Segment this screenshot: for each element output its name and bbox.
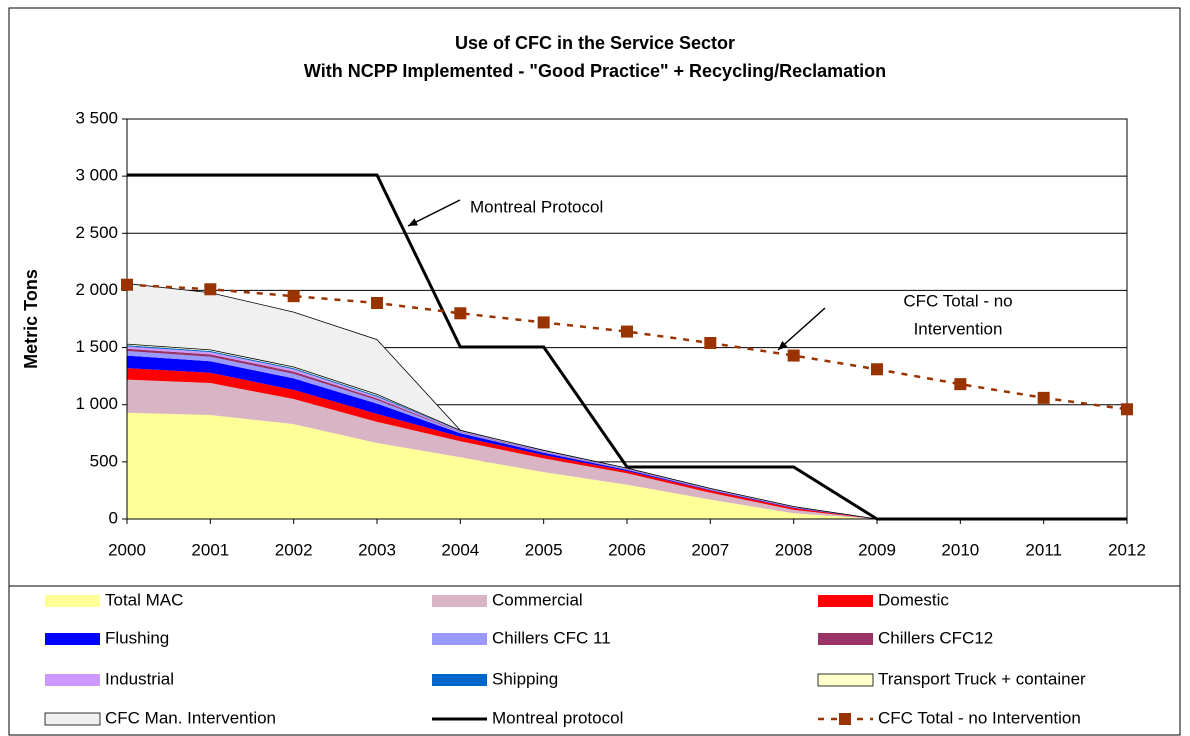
area bbox=[127, 412, 1127, 519]
legend-swatch bbox=[45, 595, 100, 607]
legend-swatch bbox=[432, 633, 487, 645]
marker bbox=[537, 316, 550, 329]
legend-swatch bbox=[432, 674, 487, 686]
chart-subtitle: With NCPP Implemented - "Good Practice" … bbox=[304, 61, 886, 81]
x-tick-label: 2006 bbox=[608, 540, 646, 559]
y-tick-label: 3 500 bbox=[75, 108, 118, 127]
legend-label: Chillers CFC12 bbox=[878, 628, 993, 647]
marker bbox=[121, 278, 133, 291]
chart-title: Use of CFC in the Service Sector bbox=[455, 33, 735, 53]
y-tick-label: 3 000 bbox=[75, 166, 118, 185]
marker bbox=[704, 337, 717, 349]
legend-label: Chillers CFC 11 bbox=[492, 628, 611, 647]
marker bbox=[787, 349, 800, 362]
x-tick-label: 2008 bbox=[775, 540, 813, 559]
y-axis-label: Metric Tons bbox=[21, 269, 41, 369]
x-tick-label: 2011 bbox=[1025, 540, 1062, 559]
line bbox=[127, 173, 1127, 521]
x-tick-label: 2002 bbox=[275, 540, 313, 559]
legend-swatch bbox=[45, 674, 100, 686]
marker bbox=[871, 363, 883, 376]
area bbox=[127, 355, 1127, 519]
x-tick-label: 2009 bbox=[858, 540, 896, 559]
y-tick-label: 1 000 bbox=[75, 394, 118, 413]
marker bbox=[287, 290, 300, 303]
area bbox=[127, 368, 1127, 519]
legend-frame bbox=[8, 585, 1181, 736]
annotation-arrow bbox=[777, 307, 826, 351]
legend-swatch bbox=[432, 595, 487, 607]
legend-marker bbox=[839, 713, 851, 725]
legend-label: Domestic bbox=[878, 590, 949, 609]
x-tick-label: 2010 bbox=[941, 540, 979, 559]
legend-swatch bbox=[818, 633, 873, 645]
legend-label: Shipping bbox=[492, 669, 558, 688]
annotation: Intervention bbox=[914, 319, 1003, 338]
marker bbox=[621, 325, 633, 338]
x-tick-label: 2007 bbox=[691, 540, 729, 559]
y-tick-label: 1 500 bbox=[75, 337, 118, 356]
legend-label: Commercial bbox=[492, 590, 583, 609]
x-tick-label: 2012 bbox=[1108, 540, 1146, 559]
legend-label: Industrial bbox=[105, 669, 174, 688]
x-tick-label: 2005 bbox=[525, 540, 563, 559]
legend-label: Montreal protocol bbox=[492, 708, 623, 727]
legend-swatch bbox=[818, 595, 873, 607]
legend-label: CFC Total - no Intervention bbox=[878, 708, 1081, 727]
marker bbox=[954, 378, 967, 391]
x-tick-label: 2001 bbox=[191, 540, 229, 559]
annotation: CFC Total - no bbox=[903, 291, 1012, 310]
legend-swatch bbox=[817, 673, 874, 687]
annotation: Montreal Protocol bbox=[470, 197, 603, 216]
marker bbox=[1121, 403, 1133, 416]
legend-label: Total MAC bbox=[105, 590, 183, 609]
y-tick-label: 0 bbox=[109, 508, 118, 527]
y-tick-label: 2 500 bbox=[75, 223, 118, 242]
area bbox=[127, 379, 1127, 519]
annotation-arrowhead bbox=[778, 340, 788, 350]
legend-label: Transport Truck + container bbox=[878, 669, 1086, 688]
marker bbox=[454, 307, 467, 320]
x-tick-label: 2000 bbox=[108, 540, 146, 559]
marker bbox=[371, 297, 383, 309]
y-tick-label: 2 000 bbox=[75, 280, 118, 299]
y-tick-label: 500 bbox=[90, 451, 118, 470]
x-tick-label: 2004 bbox=[441, 540, 479, 559]
annotation-arrow bbox=[407, 199, 461, 227]
annotation-arrowhead bbox=[408, 218, 418, 226]
legend-label: CFC Man. Intervention bbox=[105, 708, 276, 727]
x-tick-label: 2003 bbox=[358, 540, 396, 559]
legend-swatch bbox=[44, 712, 101, 726]
marker bbox=[1037, 391, 1050, 404]
legend-swatch bbox=[45, 633, 100, 645]
marker bbox=[204, 283, 217, 296]
legend-label: Flushing bbox=[105, 628, 169, 647]
